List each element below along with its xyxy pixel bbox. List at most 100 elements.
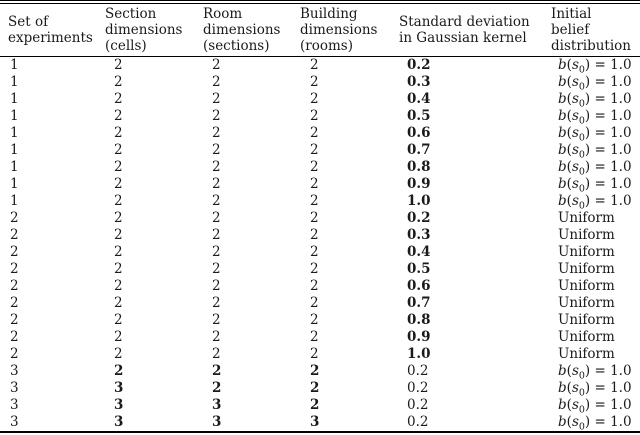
table-row: 2 2 2 2 0.7 Uniform: [0, 295, 640, 312]
cell-std: 0.5: [407, 108, 431, 124]
cell-belief: b(s0) = 1.0: [558, 414, 632, 432]
cell-room: 2: [212, 346, 221, 362]
cell-std: 0.5: [407, 261, 431, 277]
cell-belief: b(s0) = 1.0: [558, 159, 632, 176]
table-row: 3 2 2 2 0.2 b(s0) = 1.0: [0, 363, 640, 380]
table-row: 1 2 2 2 0.5 b(s0) = 1.0: [0, 108, 640, 125]
cell-section: 2: [114, 125, 123, 141]
table-row: 1 2 2 2 0.3 b(s0) = 1.0: [0, 74, 640, 91]
cell-room: 2: [212, 329, 221, 345]
cell-std: 0.2: [407, 57, 431, 73]
table-row: 1 2 2 2 0.8 b(s0) = 1.0: [0, 159, 640, 176]
cell-room: 2: [212, 278, 221, 294]
cell-section: 2: [114, 346, 123, 362]
cell-belief: b(s0) = 1.0: [558, 57, 632, 74]
cell-building: 2: [310, 57, 319, 73]
table-row: 3 3 3 2 0.2 b(s0) = 1.0: [0, 397, 640, 414]
cell-building: 3: [310, 414, 320, 430]
cell-room: 2: [212, 312, 221, 328]
cell-building: 2: [310, 74, 319, 90]
cell-building: 2: [310, 397, 320, 413]
cell-room: 3: [212, 397, 222, 413]
cell-std: 0.2: [407, 414, 429, 430]
cell-set: 3: [10, 397, 19, 413]
cell-std: 0.2: [407, 363, 429, 379]
cell-set: 2: [10, 227, 19, 243]
table-row: 2 2 2 2 0.5 Uniform: [0, 261, 640, 278]
cell-std: 0.7: [407, 295, 431, 311]
cell-std: 0.4: [407, 244, 431, 260]
table-row: 2 2 2 2 0.6 Uniform: [0, 278, 640, 295]
cell-belief: b(s0) = 1.0: [558, 74, 632, 91]
cell-section: 3: [114, 397, 124, 413]
cell-room: 2: [212, 193, 221, 209]
cell-set: 1: [10, 159, 19, 175]
cell-set: 2: [10, 312, 19, 328]
table-row: 1 2 2 2 0.7 b(s0) = 1.0: [0, 142, 640, 159]
cell-std: 0.2: [407, 210, 431, 226]
cell-belief: Uniform: [558, 295, 615, 311]
cell-belief: Uniform: [558, 312, 615, 328]
cell-section: 2: [114, 278, 123, 294]
cell-belief: b(s0) = 1.0: [558, 91, 632, 108]
cell-set: 1: [10, 142, 19, 158]
column-header-belief: Initial belief distribution: [545, 2, 640, 57]
cell-belief: Uniform: [558, 261, 615, 277]
cell-belief: Uniform: [558, 346, 615, 362]
cell-section: 2: [114, 108, 123, 124]
cell-building: 2: [310, 329, 319, 345]
cell-set: 1: [10, 193, 19, 209]
cell-set: 2: [10, 261, 19, 277]
cell-section: 2: [114, 363, 124, 379]
cell-building: 2: [310, 159, 319, 175]
table-header: Set of experiments Section dimensions (cells…: [0, 2, 640, 57]
cell-belief: b(s0) = 1.0: [558, 193, 632, 210]
cell-belief: Uniform: [558, 227, 615, 243]
cell-std: 0.9: [407, 176, 431, 192]
cell-belief: Uniform: [558, 278, 615, 294]
cell-section: 2: [114, 261, 123, 277]
cell-std: 0.9: [407, 329, 431, 345]
table-row: 1 2 2 2 0.2 b(s0) = 1.0: [0, 57, 640, 74]
cell-std: 0.2: [407, 397, 429, 413]
cell-building: 2: [310, 142, 319, 158]
cell-set: 3: [10, 363, 19, 379]
cell-room: 2: [212, 244, 221, 260]
cell-set: 3: [10, 380, 19, 396]
table-row: 2 2 2 2 0.4 Uniform: [0, 244, 640, 261]
cell-std: 0.3: [407, 227, 431, 243]
cell-section: 2: [114, 227, 123, 243]
cell-section: 2: [114, 312, 123, 328]
cell-section: 2: [114, 329, 123, 345]
cell-std: 1.0: [407, 193, 431, 209]
cell-std: 1.0: [407, 346, 431, 362]
cell-std: 0.3: [407, 74, 431, 90]
cell-set: 1: [10, 176, 19, 192]
table-row: 2 2 2 2 1.0 Uniform: [0, 346, 640, 363]
cell-set: 2: [10, 295, 19, 311]
cell-belief: Uniform: [558, 210, 615, 226]
cell-room: 2: [212, 74, 221, 90]
table-row: 3 3 3 3 0.2 b(s0) = 1.0: [0, 414, 640, 432]
cell-section: 2: [114, 142, 123, 158]
cell-section: 2: [114, 193, 123, 209]
cell-set: 1: [10, 57, 19, 73]
column-header-section: Section dimensions (cells): [97, 2, 195, 57]
cell-belief: b(s0) = 1.0: [558, 397, 632, 414]
cell-room: 2: [212, 108, 221, 124]
cell-room: 2: [212, 176, 221, 192]
column-header-set: Set of experiments: [0, 2, 97, 57]
cell-room: 2: [212, 91, 221, 107]
table-row: 3 3 2 2 0.2 b(s0) = 1.0: [0, 380, 640, 397]
cell-building: 2: [310, 210, 319, 226]
cell-set: 1: [10, 74, 19, 90]
column-header-building: Building dimensions (rooms): [292, 2, 390, 57]
cell-room: 2: [212, 142, 221, 158]
cell-set: 2: [10, 244, 19, 260]
header-row: Set of experiments Section dimensions (cells…: [0, 2, 640, 57]
cell-belief: b(s0) = 1.0: [558, 142, 632, 159]
cell-std: 0.6: [407, 278, 431, 294]
cell-std: 0.4: [407, 91, 431, 107]
column-header-std: Standard deviation in Gaussian kernel: [390, 2, 545, 57]
